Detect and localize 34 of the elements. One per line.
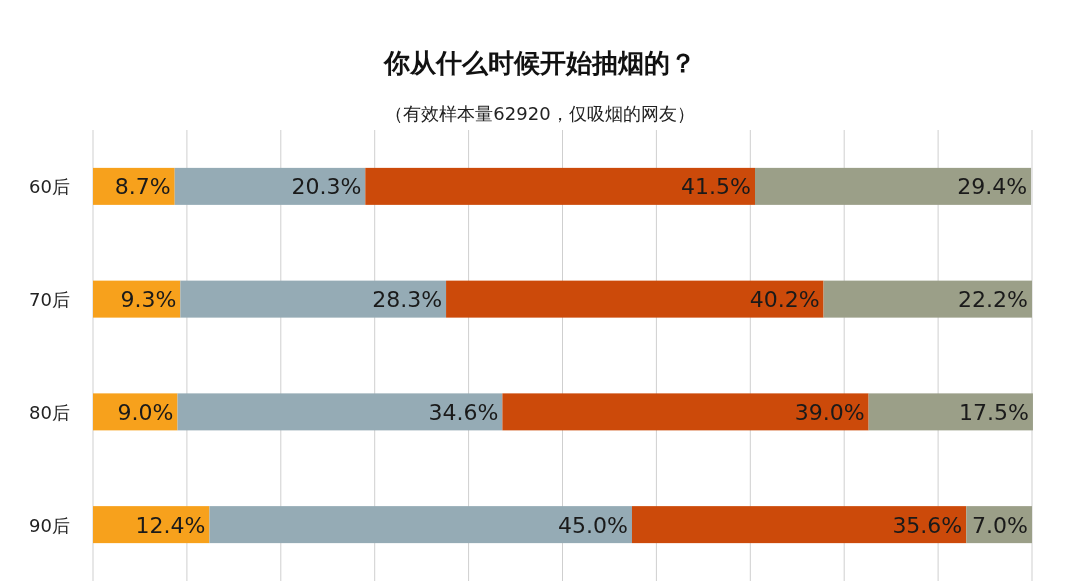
data-label: 41.5% [681, 174, 751, 200]
bar [93, 506, 210, 544]
bar [180, 280, 447, 318]
chart-subtitle: （有效样本量62920，仅吸烟的网友） [385, 103, 695, 124]
data-label: 35.6% [892, 512, 963, 538]
data-label: 17.5% [959, 399, 1029, 425]
data-label: 22.2% [958, 287, 1028, 313]
bar [174, 167, 366, 205]
data-label: 7.0% [972, 512, 1028, 538]
data-label: 9.3% [120, 287, 177, 313]
data-label: 28.3% [372, 287, 443, 313]
data-label: 34.6% [428, 399, 499, 425]
bar [365, 167, 755, 205]
bar [209, 506, 632, 544]
bar [868, 393, 1033, 431]
y-tick-label: 80后 [29, 401, 70, 423]
bar [755, 167, 1032, 205]
data-label: 8.7% [114, 174, 171, 200]
data-label: 12.4% [135, 512, 206, 538]
data-label: 45.0% [558, 512, 628, 538]
bar [631, 506, 967, 544]
bar [823, 280, 1032, 318]
data-label: 40.2% [749, 287, 820, 313]
y-tick-label: 90后 [29, 514, 70, 536]
data-label: 20.3% [291, 174, 362, 200]
data-label: 9.0% [117, 399, 174, 425]
y-tick-label: 70后 [29, 289, 70, 311]
chart-title: 你从什么时候开始抽烟的？ [383, 48, 696, 78]
data-label: 29.4% [957, 174, 1028, 200]
bar [446, 280, 824, 318]
bar [502, 393, 869, 431]
data-label: 39.0% [794, 399, 865, 425]
y-tick-label: 60后 [29, 176, 70, 198]
bar [177, 393, 503, 431]
